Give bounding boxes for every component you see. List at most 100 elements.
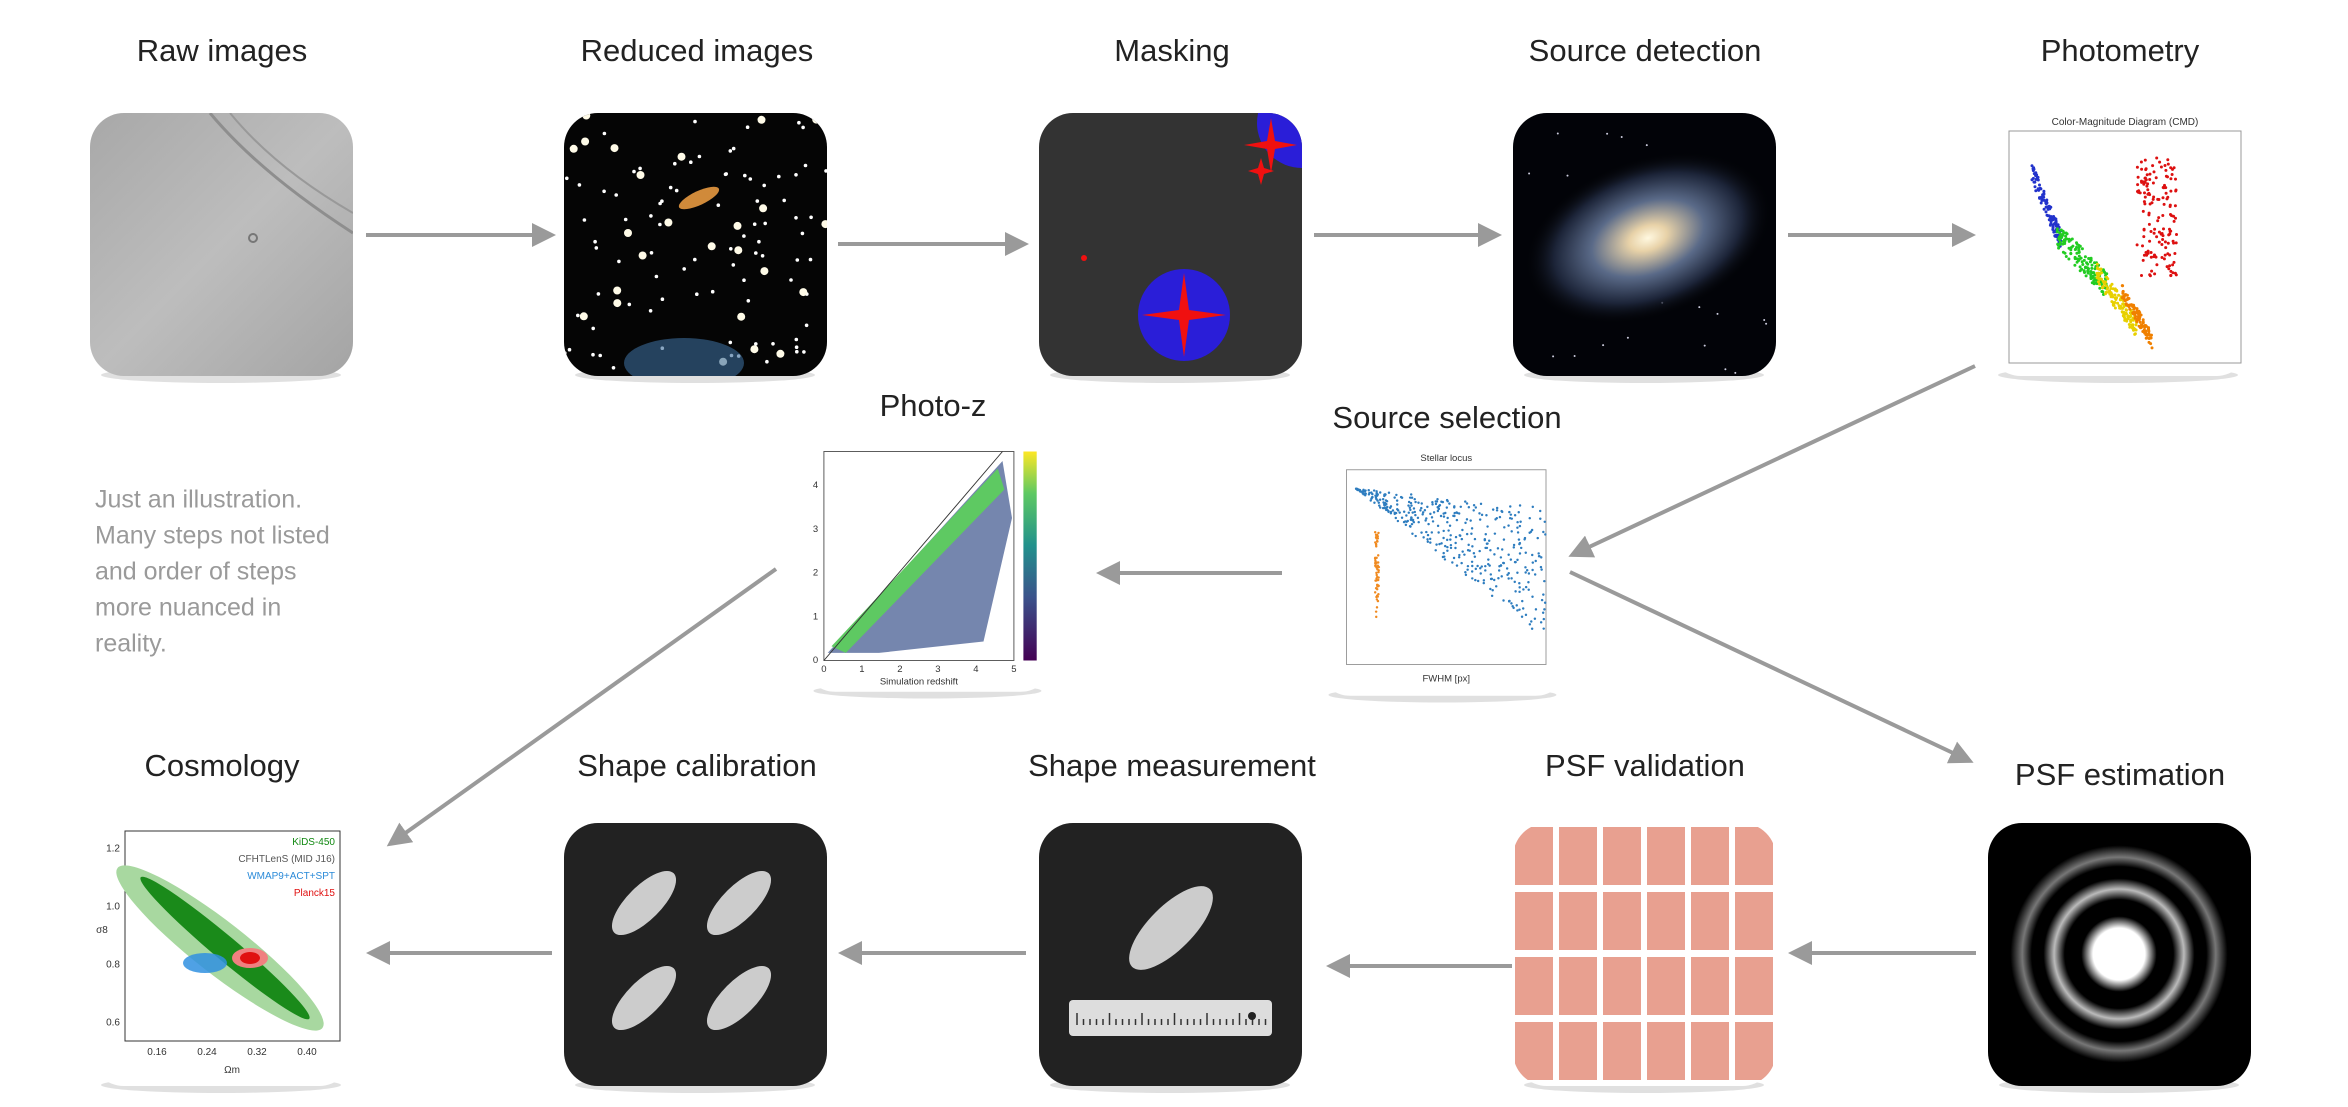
star [693, 119, 697, 124]
plot-frame [2008, 130, 2242, 364]
dot [2134, 328, 2138, 332]
dot [2171, 263, 2175, 267]
psf-cell [1735, 957, 1773, 1015]
dot [1485, 542, 1489, 545]
dot [1377, 569, 1380, 572]
dot [1484, 569, 1487, 572]
star [627, 302, 632, 307]
dot [1383, 493, 1386, 496]
dot [1375, 533, 1379, 537]
dot [2067, 257, 2071, 261]
dot [2093, 267, 2097, 271]
dot [1408, 506, 1412, 509]
dot [1510, 530, 1513, 533]
dot [2133, 332, 2137, 336]
dot [2144, 331, 2148, 335]
star [746, 299, 751, 303]
star [689, 160, 693, 164]
dot [2174, 216, 2177, 220]
dot [1476, 564, 1479, 568]
node-icon [1513, 113, 1776, 383]
star [1528, 172, 1531, 175]
dot [1438, 503, 1442, 507]
plot-frame [124, 830, 341, 1042]
dot [1367, 489, 1370, 492]
star [564, 353, 566, 357]
dot [1453, 514, 1456, 518]
dot [1539, 621, 1543, 624]
plot-text: KiDS-450 [292, 837, 335, 848]
dot [2104, 284, 2108, 288]
dot [2153, 227, 2157, 231]
tile [564, 823, 827, 1086]
plot-text: 0.8 [106, 960, 120, 971]
dot [1503, 526, 1506, 529]
dot [2099, 277, 2103, 281]
dot [1519, 546, 1523, 550]
dot [1374, 541, 1377, 544]
dot [1375, 492, 1379, 495]
node-label: Source selection [1332, 400, 1561, 435]
dot [1442, 536, 1445, 540]
plot-text: Ωm [224, 1065, 240, 1076]
dot [2108, 289, 2112, 293]
plot-text: 0 [813, 655, 818, 666]
dot [1530, 553, 1534, 557]
star [733, 221, 742, 230]
dot [1528, 623, 1532, 626]
galaxy-shape [1129, 886, 1213, 970]
dot [2169, 177, 2173, 181]
dot [2141, 318, 2145, 322]
dot [2132, 303, 2136, 307]
star [757, 239, 761, 244]
dot [1507, 577, 1510, 580]
dot [2154, 255, 2158, 259]
plot-text: Planck15 [294, 888, 336, 899]
dot [1485, 514, 1488, 517]
node-label: Photometry [2041, 33, 2200, 68]
dot [1461, 528, 1464, 532]
dot [1446, 520, 1449, 524]
dot [2148, 172, 2152, 176]
dot [1376, 583, 1379, 587]
dot [2125, 308, 2128, 312]
node-label: Shape calibration [577, 748, 817, 783]
dot [2152, 231, 2156, 235]
plot-text: Simulation redshift [880, 676, 959, 687]
dot [1515, 604, 1518, 607]
note: Just an illustration. Many steps not list… [95, 486, 330, 658]
dot [1378, 491, 1382, 494]
dot [2150, 201, 2154, 205]
diag [823, 451, 1003, 661]
node-label: Cosmology [144, 748, 300, 783]
star [759, 204, 768, 213]
dot [2172, 166, 2176, 170]
tile [1039, 113, 1302, 376]
dot [1474, 578, 1477, 582]
dot [1399, 495, 1403, 499]
dot [2154, 176, 2158, 180]
dot [2158, 160, 2162, 164]
dot [1378, 504, 1381, 507]
node-label: Photo-z [880, 388, 987, 423]
dot [2051, 217, 2055, 221]
dot [2042, 191, 2046, 195]
dot [1375, 598, 1379, 601]
dot [1468, 549, 1471, 552]
dot [1479, 572, 1482, 575]
star [611, 366, 616, 370]
dot [1376, 499, 1379, 502]
dot [1537, 552, 1540, 555]
psf-cell [1691, 1022, 1729, 1080]
dot [2131, 311, 2135, 315]
plot-text: 1 [813, 611, 818, 622]
dot [2097, 280, 2100, 284]
dot [2073, 257, 2077, 261]
dot [2167, 267, 2171, 271]
dot [1438, 542, 1441, 546]
tile [1988, 823, 2251, 1086]
dot [1456, 511, 1459, 515]
psf-cell [1603, 957, 1641, 1015]
dot [1476, 579, 1480, 583]
dot [2134, 315, 2138, 318]
